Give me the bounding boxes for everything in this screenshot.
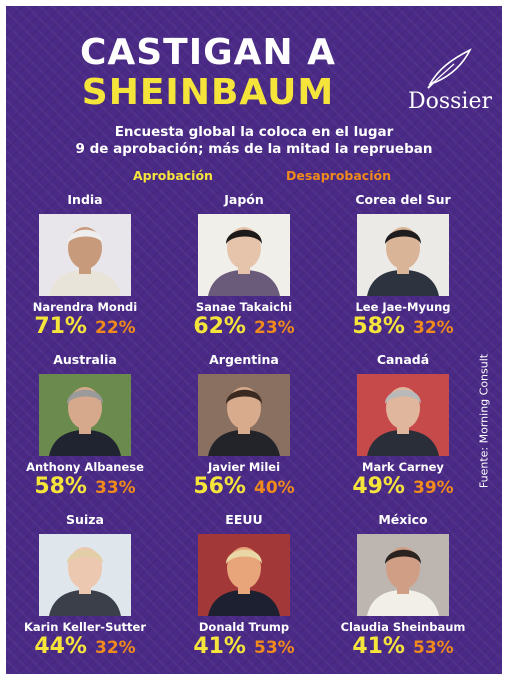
logo-text: Dossier bbox=[407, 89, 493, 114]
leader-name: Claudia Sheinbaum bbox=[340, 620, 466, 634]
leader-photo bbox=[357, 534, 449, 616]
leader-name: Javier Milei bbox=[207, 460, 281, 474]
title-line-2: SHEINBAUM bbox=[81, 72, 335, 113]
approval-percent: 44% bbox=[34, 634, 87, 659]
leader-name: Sanae Takaichi bbox=[195, 300, 293, 314]
country-label: Australia bbox=[53, 352, 117, 367]
portrait-placeholder bbox=[198, 214, 290, 296]
leader-card-japan: Japón Sanae Takaichi 62% 23% bbox=[169, 192, 319, 352]
approval-percent: 41% bbox=[193, 634, 246, 659]
disapproval-percent: 53% bbox=[412, 638, 454, 658]
portrait-placeholder bbox=[357, 534, 449, 616]
dossier-logo: Dossier bbox=[404, 46, 496, 116]
disapproval-percent: 23% bbox=[253, 318, 295, 338]
leader-percentages: 41% 53% bbox=[328, 634, 478, 659]
leader-photo bbox=[39, 534, 131, 616]
legend-approval: Aprobación bbox=[133, 168, 213, 183]
leader-name: Karin Keller-Sutter bbox=[23, 620, 147, 634]
country-label: Canadá bbox=[376, 352, 430, 367]
leader-card-canada: Canadá Mark Carney 49% 39% bbox=[328, 352, 478, 512]
approval-percent: 71% bbox=[34, 314, 87, 339]
leader-percentages: 58% 32% bbox=[328, 314, 478, 339]
country-label: Corea del Sur bbox=[355, 192, 451, 207]
country-label: Argentina bbox=[209, 352, 279, 367]
portrait-placeholder bbox=[39, 534, 131, 616]
approval-percent: 56% bbox=[193, 474, 246, 499]
approval-percent: 58% bbox=[34, 474, 87, 499]
leader-photo bbox=[198, 214, 290, 296]
leader-name: Mark Carney bbox=[362, 460, 444, 474]
title-line-1: CASTIGAN A bbox=[79, 32, 337, 73]
legend-disapproval: Desaprobación bbox=[286, 168, 391, 183]
leader-card-australia: Australia Anthony Albanese 58% 33% bbox=[10, 352, 160, 512]
leader-photo bbox=[357, 214, 449, 296]
disapproval-percent: 53% bbox=[253, 638, 295, 658]
disapproval-percent: 32% bbox=[94, 638, 136, 658]
leader-card-usa: EEUU Donald Trump 41% 53% bbox=[169, 512, 319, 672]
approval-percent: 49% bbox=[352, 474, 405, 499]
leader-photo bbox=[198, 534, 290, 616]
leader-percentages: 58% 33% bbox=[10, 474, 160, 499]
leader-percentages: 71% 22% bbox=[10, 314, 160, 339]
leader-percentages: 41% 53% bbox=[169, 634, 319, 659]
leader-name: Lee Jae-Myung bbox=[355, 300, 451, 314]
leader-name: Narendra Mondi bbox=[32, 300, 138, 314]
source-text: Fuente: Morning Consult bbox=[477, 353, 491, 489]
leader-photo bbox=[198, 374, 290, 456]
leader-photo bbox=[357, 374, 449, 456]
leader-card-argentina: Argentina Javier Milei 56% 40% bbox=[169, 352, 319, 512]
leader-card-south-korea: Corea del Sur Lee Jae-Myung 58% 32% bbox=[328, 192, 478, 352]
disapproval-percent: 32% bbox=[412, 318, 454, 338]
portrait-placeholder bbox=[39, 214, 131, 296]
leader-name: Anthony Albanese bbox=[26, 460, 144, 474]
approval-percent: 58% bbox=[352, 314, 405, 339]
leader-card-mexico: México Claudia Sheinbaum 41% 53% bbox=[328, 512, 478, 672]
leader-name: Donald Trump bbox=[198, 620, 290, 634]
leader-card-switzerland: Suiza Karin Keller-Sutter 44% 32% bbox=[10, 512, 160, 672]
subtitle-line-2: 9 de aprobación; más de la mitad la repr… bbox=[75, 141, 433, 157]
country-label: India bbox=[67, 192, 103, 207]
leader-percentages: 49% 39% bbox=[328, 474, 478, 499]
leader-percentages: 62% 23% bbox=[169, 314, 319, 339]
poster: CASTIGAN A SHEINBAUM Dossier Encuesta gl… bbox=[6, 6, 502, 674]
disapproval-percent: 39% bbox=[412, 478, 454, 498]
portrait-placeholder bbox=[357, 214, 449, 296]
country-label: Japón bbox=[224, 192, 264, 207]
leader-photo bbox=[39, 214, 131, 296]
portrait-placeholder bbox=[198, 534, 290, 616]
portrait-placeholder bbox=[198, 374, 290, 456]
country-label: Suiza bbox=[66, 512, 104, 527]
disapproval-percent: 33% bbox=[94, 478, 136, 498]
leader-percentages: 56% 40% bbox=[169, 474, 319, 499]
disapproval-percent: 40% bbox=[253, 478, 295, 498]
approval-percent: 41% bbox=[352, 634, 405, 659]
source-note: Fuente: Morning Consult bbox=[476, 336, 492, 506]
portrait-placeholder bbox=[357, 374, 449, 456]
country-label: EEUU bbox=[225, 512, 263, 527]
disapproval-percent: 22% bbox=[94, 318, 136, 338]
approval-percent: 62% bbox=[193, 314, 246, 339]
leader-percentages: 44% 32% bbox=[10, 634, 160, 659]
portrait-placeholder bbox=[39, 374, 131, 456]
subtitle-line-1: Encuesta global la coloca en el lugar bbox=[114, 124, 394, 140]
country-label: México bbox=[378, 512, 428, 527]
leader-card-india: India Narendra Mondi 71% 22% bbox=[10, 192, 160, 352]
subtitle: Encuesta global la coloca en el lugar 9 … bbox=[6, 124, 502, 158]
pen-quill-icon bbox=[427, 48, 472, 89]
leader-photo bbox=[39, 374, 131, 456]
